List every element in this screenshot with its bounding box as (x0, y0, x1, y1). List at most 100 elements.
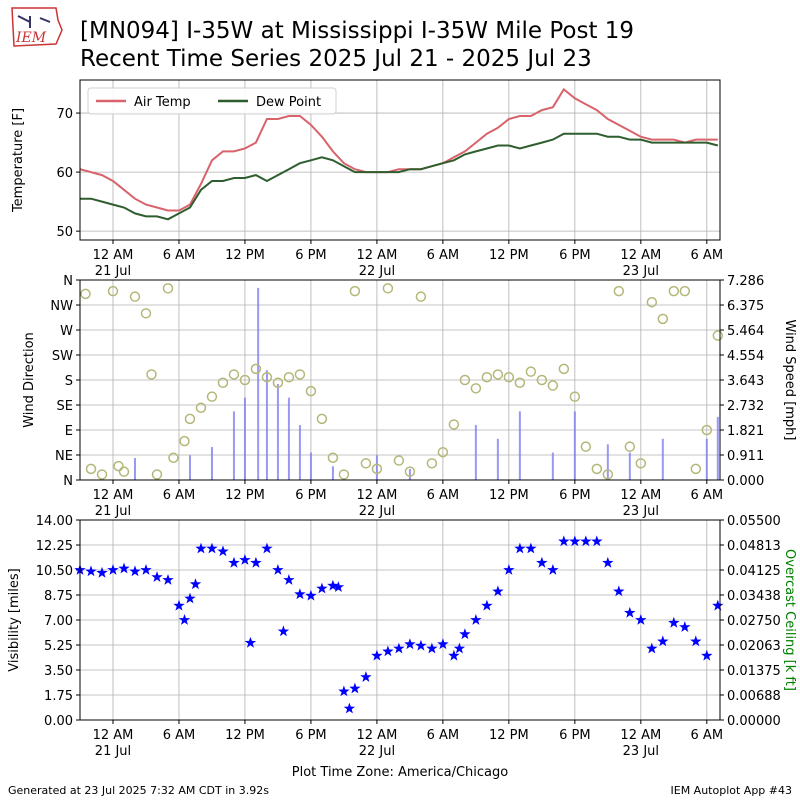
star-marker (393, 642, 405, 654)
plot-frame (79, 79, 721, 241)
y2-tick-label: 7.286 (727, 274, 764, 289)
circle-marker (459, 374, 471, 386)
y-axis-label: Wind Direction (22, 332, 37, 428)
bar (276, 383, 279, 480)
star-marker (437, 638, 449, 650)
star-marker (558, 535, 570, 547)
star-marker (415, 639, 427, 651)
circle-marker (569, 391, 581, 402)
y-tick-label: 5.25 (44, 639, 73, 654)
circle-marker (382, 283, 394, 294)
star-marker (481, 599, 493, 611)
star-marker (701, 649, 713, 661)
y2-tick-label: 3.643 (727, 374, 764, 389)
logo: IEM (11, 7, 63, 47)
star-marker (107, 564, 119, 575)
star-marker (459, 628, 471, 640)
x-tick-label: 6 AM (427, 488, 460, 503)
circle-marker (327, 452, 339, 464)
bar (298, 425, 301, 480)
star-marker (140, 564, 152, 575)
bar (705, 438, 708, 480)
circle-marker (668, 285, 680, 297)
circle-marker (294, 369, 306, 380)
y2-tick-label: 0.00000 (727, 714, 781, 729)
y2-tick-label: 0.01375 (727, 664, 781, 679)
star-marker (228, 556, 240, 568)
circle-marker (184, 413, 196, 425)
y-tick-label: SE (57, 399, 73, 414)
y-axis-label: Visibility [miles] (7, 568, 22, 671)
star-marker (129, 565, 141, 577)
circle-marker (558, 363, 570, 375)
x-tick-label: 6 AM (163, 728, 196, 743)
bar (518, 411, 521, 480)
star-marker (277, 625, 290, 637)
bar (188, 455, 191, 480)
y2-tick-label: 0.911 (727, 449, 764, 464)
y-tick-label: 3.50 (44, 664, 73, 679)
bar (474, 425, 477, 480)
y-tick-label: N (63, 274, 73, 289)
circle-marker (113, 460, 124, 472)
star-marker (470, 614, 482, 625)
circle-marker (481, 371, 493, 383)
circle-marker (316, 413, 328, 425)
circle-marker (690, 463, 702, 475)
star-marker (613, 585, 625, 597)
circle-marker (261, 371, 273, 383)
circle-marker (404, 466, 416, 477)
circle-marker (580, 441, 592, 452)
circle-marker (80, 288, 91, 300)
line-series (80, 132, 719, 221)
star-marker (679, 621, 691, 632)
x-tick-label: 6 PM (295, 488, 326, 503)
y2-tick-label: 5.464 (727, 324, 764, 339)
star-marker (327, 579, 339, 591)
star-marker (382, 645, 394, 657)
star-marker (250, 556, 262, 568)
bar (573, 411, 576, 480)
x-tick-label: 12 AM 23 Jul (620, 488, 661, 519)
title: Recent Time Series 2025 Jul 21 - 2025 Ju… (80, 46, 592, 72)
x-tick-label: 12 AM 23 Jul (620, 728, 661, 759)
bar (408, 469, 411, 480)
bar (496, 438, 499, 480)
circle-marker (195, 402, 207, 414)
x-tick-label: 6 AM (691, 728, 724, 743)
panel: 12 AM 21 Jul 6 AM 12 PM 6 PM 12 AM 22 Jul 6 AM 1… (7, 514, 797, 759)
circle-marker (536, 374, 548, 386)
x-tick-label: 6 PM (295, 728, 326, 743)
circle-marker (470, 383, 482, 394)
star-marker (448, 649, 460, 661)
circle-marker (415, 291, 427, 302)
bar (133, 458, 136, 480)
circle-marker (492, 369, 504, 380)
y2-axis-label: Wind Speed [mph] (782, 320, 797, 441)
y-tick-label: 60 (56, 166, 73, 181)
circle-marker (426, 458, 438, 469)
bar (232, 411, 235, 480)
star-marker (360, 671, 372, 682)
x-axis-label: Plot Time Zone: America/Chicago (292, 765, 508, 780)
x-tick-label: 12 AM 23 Jul (620, 248, 661, 279)
circle-marker (448, 419, 460, 430)
panel: 12 AM 21 Jul 6 AM 12 PM 6 PM 12 AM 22 Jul 6 AM 1… (11, 79, 723, 279)
star-marker (261, 542, 273, 554)
bar (309, 452, 312, 480)
star-marker (547, 564, 559, 575)
y2-tick-label: 2.732 (727, 399, 764, 414)
star-marker (85, 565, 97, 577)
y2-tick-label: 6.375 (727, 299, 764, 314)
star-marker (426, 642, 438, 654)
circle-marker (503, 371, 515, 383)
circle-marker (305, 385, 317, 397)
circle-marker (239, 374, 251, 386)
star-marker (338, 685, 350, 697)
x-tick-label: 6 PM (559, 248, 590, 263)
y-tick-label: 70 (56, 107, 73, 122)
circle-marker (129, 291, 141, 302)
x-tick-label: 6 AM (691, 488, 724, 503)
circle-marker (657, 313, 669, 325)
